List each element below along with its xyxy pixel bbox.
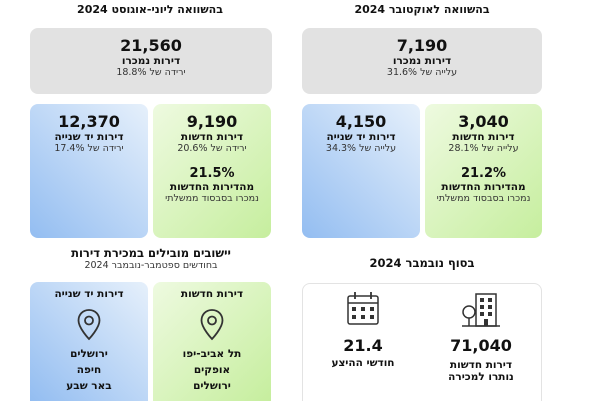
months-supply-value: 21.4: [343, 336, 383, 355]
right-sold-label: דירות נמכרו: [392, 55, 452, 67]
right-period-header: בהשוואה לאוקטובר 2024: [354, 3, 490, 16]
left-secondhand-card: 12,370 דירות יד שנייה ירידה של 17.4%: [30, 104, 148, 238]
left-new-share: 21.5%: [189, 166, 235, 181]
right-sold-change: עלייה של 31.6%: [386, 67, 458, 78]
right-new-share-sub: נמכרו בסבסוד ממשלתי: [436, 193, 531, 204]
leading-secondhand-city: ירושלים: [70, 348, 108, 360]
months-supply-label: חודשי ההיצע: [331, 357, 395, 369]
right-new-share: 21.2%: [460, 166, 507, 181]
right-secondhand-value: 4,150: [335, 112, 387, 131]
leading-new-city: אופקים: [193, 364, 231, 376]
leading-new-label: דירות חדשות: [180, 288, 244, 300]
right-new-value: 3,040: [458, 112, 509, 131]
leading-secondhand-label: דירות יד שנייה: [54, 288, 124, 300]
left-period-header: בהשוואה ליוני-אוגוסט 2024: [77, 3, 223, 16]
leading-new-card: דירות חדשות תל אביב-יפו אופקים ירושלים: [153, 282, 271, 401]
leading-secondhand-city: באר שבע: [66, 380, 112, 392]
inventory-label-line2: נותרו למכירה: [448, 371, 514, 383]
leading-cities-subtitle: בחודשים ספטמבר-נובמבר 2024: [84, 260, 218, 271]
right-secondhand-card: 4,150 דירות יד שנייה עלייה של 34.3%: [302, 104, 420, 238]
left-secondhand-change: ירידה של 17.4%: [54, 143, 124, 154]
right-sold-value: 7,190: [396, 36, 448, 55]
leading-new-city: תל אביב-יפו: [182, 348, 242, 360]
leading-secondhand-city: חיפה: [76, 364, 102, 376]
left-sold-label: דירות נמכרו: [121, 55, 181, 67]
right-new-card: 3,040 דירות חדשות עלייה של 28.1% 21.2% מ…: [425, 104, 542, 238]
end-nov-title: בסוף נובמבר 2024: [369, 256, 475, 270]
right-sold-card: 7,190 דירות נמכרו עלייה של 31.6%: [302, 28, 542, 94]
right-new-share-label: מהדירות החדשות: [441, 181, 526, 193]
left-new-value: 9,190: [186, 112, 238, 131]
end-nov-card: 71,040 דירות חדשות נותרו למכירה 21.4 חוד…: [302, 283, 542, 401]
months-supply-block: 21.4 חודשי ההיצע: [303, 290, 423, 369]
left-new-share-label: מהדירות החדשות: [169, 181, 255, 193]
calendar-icon: [347, 292, 379, 325]
leading-new-city: ירושלים: [193, 380, 231, 392]
left-sold-value: 21,560: [120, 36, 182, 55]
left-secondhand-value: 12,370: [58, 112, 120, 131]
right-secondhand-change: עלייה של 34.3%: [325, 143, 397, 154]
right-new-change: עלייה של 28.1%: [448, 143, 519, 154]
left-secondhand-label: דירות יד שנייה: [54, 131, 124, 143]
left-new-card: 9,190 דירות חדשות ירידה של 20.6% 21.5% מ…: [153, 104, 271, 238]
inventory-value: 71,040: [450, 336, 512, 355]
left-new-change: ירידה של 20.6%: [177, 143, 247, 154]
right-secondhand-label: דירות יד שנייה: [326, 131, 396, 143]
leading-cities-title: יישובים מובילים במכירת דירות: [71, 246, 231, 260]
building-icon: [462, 293, 500, 327]
left-new-share-sub: נמכרו בסבסוד ממשלתי: [165, 193, 259, 204]
left-sold-change: ירידה של 18.8%: [116, 67, 186, 78]
leading-secondhand-card: דירות יד שנייה ירושלים חיפה באר שבע: [30, 282, 148, 401]
left-sold-card: 21,560 דירות נמכרו ירידה של 18.8%: [30, 28, 272, 94]
location-pin-icon: [77, 309, 101, 341]
left-new-label: דירות חדשות: [180, 131, 244, 143]
inventory-label-line1: דירות חדשות: [449, 359, 513, 371]
right-new-label: דירות חדשות: [452, 131, 515, 143]
inventory-block: 71,040 דירות חדשות נותרו למכירה: [421, 290, 541, 383]
leading-cities-header: יישובים מובילים במכירת דירות בחודשים ספט…: [30, 246, 272, 271]
location-pin-icon: [200, 309, 224, 341]
